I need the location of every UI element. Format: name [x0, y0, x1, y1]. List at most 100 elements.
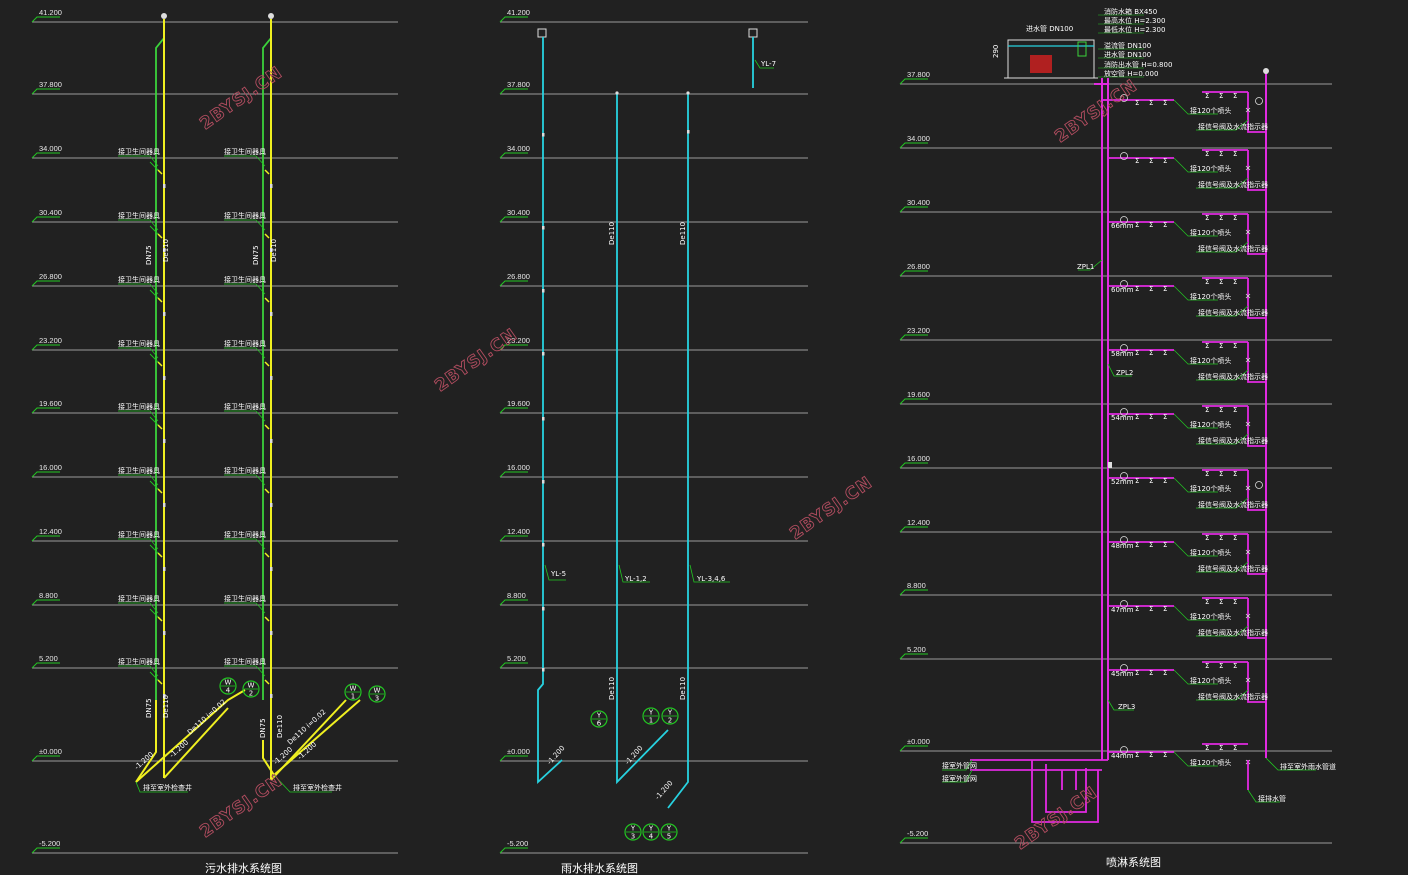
fixture-label-leader — [149, 410, 159, 422]
inspection-well-y4-bottom: 4 — [649, 833, 654, 841]
elevation-label-marker — [899, 526, 928, 533]
sprinkler-head-icon: Σ — [1233, 470, 1237, 478]
sprinkler-head-icon: Σ — [1149, 605, 1153, 613]
riser-label: YL-1,2 — [624, 575, 647, 583]
fixture-label: 接卫生间器具 — [224, 594, 266, 603]
elevation-label: 19.600 — [907, 390, 930, 399]
inlet-label-leader — [942, 759, 973, 771]
sprinkler-head-icon: Σ — [1149, 541, 1153, 549]
sprinkler-head-icon: Σ — [1219, 342, 1223, 350]
sprinkler-head-icon: Σ — [1163, 221, 1167, 229]
fixture-label-leader — [149, 219, 159, 231]
fixture-branch — [157, 297, 163, 303]
fixture-branch — [264, 424, 270, 430]
fixture-label: 接卫生间器具 — [118, 275, 160, 284]
fixture-label: 接卫生间器具 — [118, 530, 160, 539]
cleanout-mark — [687, 130, 690, 134]
valve-label-leader — [1196, 433, 1249, 445]
fixture-label-leader — [255, 283, 266, 295]
tank-label: 进水管 DN100 — [1104, 50, 1151, 59]
sprinkler-head-icon: Σ — [1233, 598, 1237, 606]
valve-mark — [1245, 677, 1251, 683]
tank-label: 最低水位 H=2.300 — [1104, 25, 1165, 34]
sprinkler-head-icon: Σ — [1233, 342, 1237, 350]
cleanout-mark — [542, 668, 545, 672]
elevation-label: 23.200 — [907, 326, 930, 335]
branch-label: 接120个喷头 — [1190, 612, 1231, 621]
sprinkler-head-icon: Σ — [1219, 662, 1223, 670]
watermark-text: 2BYSJ.CN — [786, 473, 876, 544]
elevation-label-marker — [899, 589, 928, 596]
pipe-size-label: De110 — [608, 222, 616, 245]
elevation-label-marker — [31, 88, 60, 95]
pipe-size-label: DN75 — [252, 245, 260, 265]
elevation-label: 37.800 — [907, 70, 930, 79]
orifice-size-label: 48mm — [1111, 542, 1134, 550]
rain-caption: 雨水排水系统图 — [561, 861, 638, 875]
elevation-label: 23.200 — [507, 336, 530, 345]
inlet-label: 接室外管网 — [942, 761, 977, 770]
branch-label-leader — [1173, 349, 1218, 365]
valve-label: 接信号阀及水流指示器 — [1198, 692, 1268, 701]
fixture-label: 接卫生间器具 — [224, 147, 266, 156]
fixture-label-leader — [255, 219, 266, 231]
building-drain — [262, 740, 275, 776]
outlet-label: 排至室外检查井 — [293, 783, 342, 792]
fixture-branch — [264, 169, 270, 175]
cleanout-mark — [163, 503, 166, 507]
vent-cap-icon — [161, 13, 167, 19]
sprinkler-head-icon: Σ — [1135, 221, 1139, 229]
branch-label-leader — [1173, 285, 1218, 301]
flow-switch-icon — [1120, 472, 1128, 480]
fixture-label-leader — [149, 283, 159, 295]
roof-drain-icon — [537, 28, 547, 38]
fixture-label: 接卫生间器具 — [224, 657, 266, 666]
sprinkler-head-icon: Σ — [1135, 99, 1139, 107]
elevation-label-marker — [499, 280, 528, 287]
building-drain — [163, 707, 229, 779]
sprinkler-head-icon: Σ — [1163, 349, 1167, 357]
cleanout-mark — [542, 417, 545, 421]
floor-lines: 41.200 41.200 37.800 37.800 34.000 34.000 30.4… — [31, 8, 1332, 854]
tank-label: 溢流管 DN100 — [1104, 41, 1151, 50]
sprinkler-head-icon: Σ — [1135, 285, 1139, 293]
elevation-label-marker — [499, 216, 528, 223]
orifice-size-label: 66mm — [1111, 222, 1134, 230]
flow-switch-icon — [1120, 746, 1128, 754]
branch-label-leader — [1173, 605, 1218, 621]
tank-label: 消防出水管 H=0.800 — [1104, 60, 1172, 69]
sprinkler-head-icon: Σ — [1163, 605, 1167, 613]
orifice-size-label: 44mm — [1111, 752, 1134, 760]
orifice-size-label: 45mm — [1111, 670, 1134, 678]
cleanout-mark — [542, 289, 545, 293]
inspection-well-y1 — [642, 707, 660, 725]
fixture-label: 接卫生间器具 — [224, 211, 266, 220]
manhole-w2-top: W — [248, 682, 255, 690]
sprinkler-head-icon: Σ — [1205, 744, 1209, 752]
elevation-label-marker — [499, 16, 528, 23]
inspection-well-y4-top: Y — [648, 825, 654, 833]
valve-label: 接信号阀及水流指示器 — [1198, 122, 1268, 131]
pipe-size-label: DN75 — [259, 718, 267, 738]
sprinkler-head-icon: Σ — [1163, 157, 1167, 165]
flow-switch-icon — [1120, 280, 1128, 288]
fixture-branch — [157, 616, 163, 622]
manhole-w4-top: W — [225, 679, 232, 687]
fixture-branch — [264, 361, 270, 367]
fixture-label-leader — [149, 538, 159, 550]
cleanout-mark — [163, 312, 166, 316]
drain-label: 接排水管 — [1258, 794, 1286, 803]
elevation-label-marker — [899, 745, 928, 752]
elevation-label: 8.800 — [39, 591, 58, 600]
branch-label: 接120个喷头 — [1190, 228, 1231, 237]
valve-mark — [1245, 613, 1251, 619]
elevation-label-marker — [899, 78, 928, 85]
elevation-label: 26.800 — [507, 272, 530, 281]
cleanout-mark — [270, 439, 273, 443]
cleanout-mark — [270, 184, 273, 188]
outlet-leader — [135, 781, 188, 793]
manhole-w3-top: W — [374, 687, 381, 695]
drain-label: 排至室外雨水管道 — [1280, 762, 1336, 771]
sprinkler-head-icon: Σ — [1233, 150, 1237, 158]
